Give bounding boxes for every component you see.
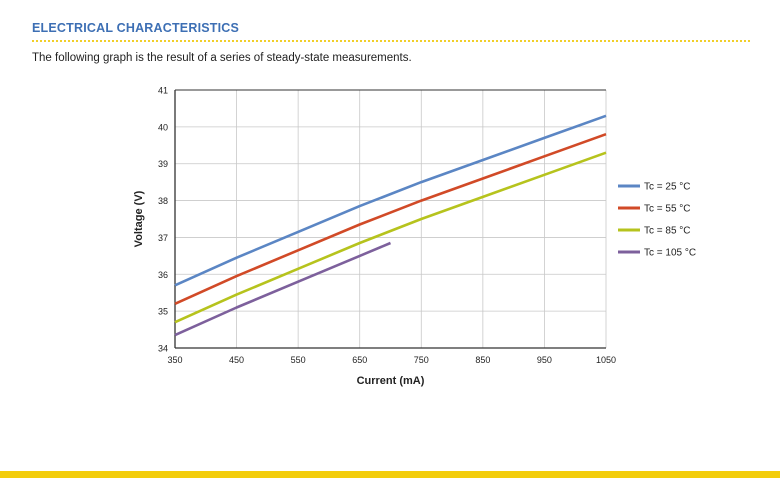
y-tick-label: 37 <box>158 233 168 243</box>
x-tick-label: 750 <box>414 355 429 365</box>
section-title: ELECTRICAL CHARACTERISTICS <box>32 21 240 35</box>
legend-label: Tc = 25 °C <box>644 182 691 193</box>
y-tick-label: 35 <box>158 307 168 317</box>
x-tick-label: 950 <box>537 355 552 365</box>
footer-bar <box>0 471 780 478</box>
series-line-4 <box>174 241 392 337</box>
series-line-3 <box>174 151 607 324</box>
legend-label: Tc = 105 °C <box>644 248 696 259</box>
x-tick-label: 550 <box>291 355 306 365</box>
intro-text: The following graph is the result of a s… <box>32 52 412 64</box>
x-axis-title: Current (mA) <box>357 375 425 387</box>
y-tick-label: 41 <box>158 86 168 96</box>
legend-label: Tc = 55 °C <box>644 204 691 215</box>
y-axis-title: Voltage (V) <box>133 190 145 247</box>
section-divider <box>32 40 750 42</box>
x-tick-label: 350 <box>167 355 182 365</box>
x-tick-label: 1050 <box>596 355 616 365</box>
y-tick-label: 39 <box>158 159 168 169</box>
y-tick-label: 38 <box>158 196 168 206</box>
y-tick-label: 36 <box>158 270 168 280</box>
series-line-1 <box>174 114 607 287</box>
y-tick-label: 34 <box>158 344 168 354</box>
x-tick-label: 850 <box>475 355 490 365</box>
series-line-2 <box>174 132 607 305</box>
x-tick-label: 650 <box>352 355 367 365</box>
legend-label: Tc = 85 °C <box>644 226 691 237</box>
y-tick-label: 40 <box>158 122 168 132</box>
x-tick-label: 450 <box>229 355 244 365</box>
